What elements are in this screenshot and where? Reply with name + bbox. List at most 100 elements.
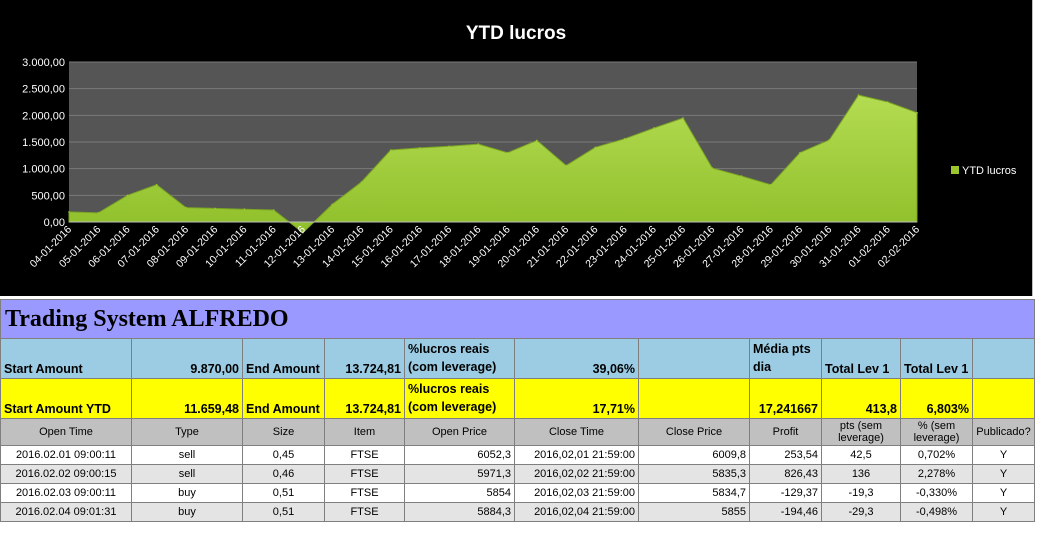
total-lev-label-2[interactable]: Total Lev 1: [900, 338, 973, 379]
empty-cell[interactable]: [638, 378, 750, 419]
start-amount-ytd-value[interactable]: 11.659,48: [131, 378, 243, 419]
table-cell[interactable]: 5884,3: [404, 502, 515, 522]
col-header[interactable]: Open Price: [404, 418, 515, 446]
data-point: [419, 147, 421, 149]
table-cell[interactable]: 2016,02,04 21:59:00: [514, 502, 639, 522]
table-cell[interactable]: Y: [972, 445, 1035, 465]
lucros-value[interactable]: 39,06%: [514, 338, 639, 379]
table-cell[interactable]: -129,37: [749, 483, 822, 503]
table-row: 2016.02.04 09:01:31 buy 0,51 FTSE 5884,3 2016…: [0, 502, 1035, 522]
lucros-value[interactable]: 17,71%: [514, 378, 639, 419]
table-cell[interactable]: 5855: [638, 502, 750, 522]
end-amount-value[interactable]: 13.724,81: [324, 378, 405, 419]
sheet-title[interactable]: Trading System ALFREDO: [0, 299, 1035, 339]
table-cell[interactable]: -0,498%: [900, 502, 973, 522]
table-cell[interactable]: -194,46: [749, 502, 822, 522]
table-cell[interactable]: buy: [131, 502, 243, 522]
col-header[interactable]: % (sem leverage): [900, 418, 973, 446]
table-cell[interactable]: 253,54: [749, 445, 822, 465]
total-lev-pct-value[interactable]: 6,803%: [900, 378, 973, 419]
col-header[interactable]: Close Price: [638, 418, 750, 446]
data-point: [448, 145, 450, 148]
table-cell[interactable]: sell: [131, 464, 243, 484]
table-cell[interactable]: Y: [972, 464, 1035, 484]
table-cell[interactable]: 0,45: [242, 445, 325, 465]
table-cell[interactable]: 2016,02,03 21:59:00: [514, 483, 639, 503]
table-cell[interactable]: sell: [131, 445, 243, 465]
table-cell[interactable]: 5834,7: [638, 483, 750, 503]
col-header[interactable]: pts (sem leverage): [821, 418, 901, 446]
data-point: [506, 151, 509, 154]
end-amount-label[interactable]: End Amount: [242, 338, 325, 379]
table-cell[interactable]: 5971,3: [404, 464, 515, 484]
col-header[interactable]: Profit: [749, 418, 822, 446]
empty-cell[interactable]: [972, 338, 1035, 379]
col-header[interactable]: Item: [324, 418, 405, 446]
table-cell[interactable]: 2016.02.03 09:00:11: [0, 483, 132, 503]
ytd-chart-svg: YTD lucros 3.000,00 2.500,00 2.000,00 1.500…: [22, 23, 1017, 270]
table-cell[interactable]: 5854: [404, 483, 515, 503]
table-cell[interactable]: -0,330%: [900, 483, 973, 503]
table-cell[interactable]: 2016.02.04 09:01:31: [0, 502, 132, 522]
table-cell[interactable]: FTSE: [324, 483, 405, 503]
start-amount-ytd-label[interactable]: Start Amount YTD: [0, 378, 132, 419]
data-point: [214, 207, 216, 210]
y-axis: 3.000,00 2.500,00 2.000,00 1.500,00 1.000,00…: [22, 57, 65, 229]
table-cell[interactable]: 2016,02,01 21:59:00: [514, 445, 639, 465]
table-cell[interactable]: -29,3: [821, 502, 901, 522]
legend: YTD lucros: [951, 165, 1017, 177]
table-cell[interactable]: 2,278%: [900, 464, 973, 484]
table-cell[interactable]: 6052,3: [404, 445, 515, 465]
data-point: [389, 149, 392, 151]
lucros-label[interactable]: %lucros reais (com leverage): [404, 378, 515, 419]
end-amount-label[interactable]: End Amount: [242, 378, 325, 419]
data-point: [594, 146, 597, 149]
table-cell[interactable]: Y: [972, 483, 1035, 503]
table-cell[interactable]: 0,46: [242, 464, 325, 484]
table-cell[interactable]: 136: [821, 464, 901, 484]
table-cell[interactable]: FTSE: [324, 464, 405, 484]
data-point: [97, 212, 99, 214]
table-cell[interactable]: -19,3: [821, 483, 901, 503]
data-point: [857, 94, 860, 96]
empty-cell[interactable]: [972, 378, 1035, 419]
empty-cell[interactable]: [638, 338, 750, 379]
table-cell[interactable]: buy: [131, 483, 243, 503]
total-lev-label[interactable]: Total Lev 1: [821, 338, 901, 379]
table-cell[interactable]: FTSE: [324, 502, 405, 522]
data-point: [653, 127, 655, 129]
data-point: [331, 203, 334, 206]
total-lev-value[interactable]: 413,8: [821, 378, 901, 419]
col-header[interactable]: Size: [242, 418, 325, 446]
table-cell[interactable]: FTSE: [324, 445, 405, 465]
data-point: [477, 143, 480, 145]
table-cell[interactable]: 2016.02.01 09:00:11: [0, 445, 132, 465]
data-point: [68, 211, 70, 213]
lucros-label[interactable]: %lucros reais (com leverage): [404, 338, 515, 379]
data-point: [828, 139, 831, 141]
table-cell[interactable]: 5835,3: [638, 464, 750, 484]
y-tick-label: 500,00: [31, 190, 65, 202]
col-header[interactable]: Close Time: [514, 418, 639, 446]
table-cell[interactable]: Y: [972, 502, 1035, 522]
start-amount-label[interactable]: Start Amount: [0, 338, 132, 379]
media-pts-label[interactable]: Média pts dia: [749, 338, 822, 379]
table-cell[interactable]: 42,5: [821, 445, 901, 465]
data-point: [272, 209, 275, 211]
table-cell[interactable]: 826,43: [749, 464, 822, 484]
end-amount-value[interactable]: 13.724,81: [324, 338, 405, 379]
y-tick-label: 1.500,00: [22, 137, 65, 149]
start-amount-value[interactable]: 9.870,00: [131, 338, 243, 379]
table-cell[interactable]: 0,51: [242, 502, 325, 522]
table-cell[interactable]: 2016,02,02 21:59:00: [514, 464, 639, 484]
table-cell[interactable]: 0,51: [242, 483, 325, 503]
col-header[interactable]: Open Time: [0, 418, 132, 446]
col-header[interactable]: Publicado?: [972, 418, 1035, 446]
table-cell[interactable]: 6009,8: [638, 445, 750, 465]
y-tick-label: 0,00: [44, 217, 65, 229]
table-cell[interactable]: 0,702%: [900, 445, 973, 465]
data-point: [887, 101, 889, 103]
col-header[interactable]: Type: [131, 418, 243, 446]
media-pts-value[interactable]: 17,241667: [749, 378, 822, 419]
table-cell[interactable]: 2016.02.02 09:00:15: [0, 464, 132, 484]
